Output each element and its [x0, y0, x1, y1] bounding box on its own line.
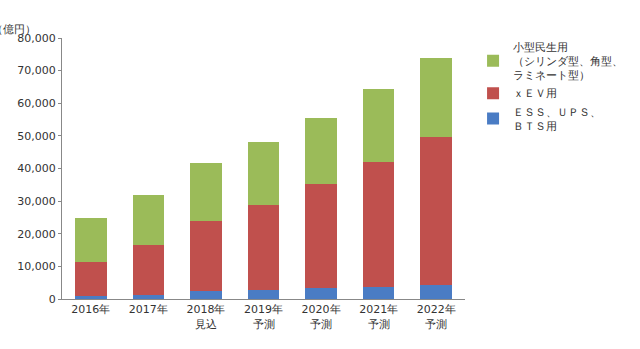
svg-text:50,000: 50,000	[17, 130, 56, 143]
svg-text:30,000: 30,000	[17, 195, 56, 208]
svg-text:小型民生用（シリンダ型、角型、ラミネート型）: 小型民生用（シリンダ型、角型、ラミネート型）	[513, 41, 623, 83]
svg-text:0: 0	[49, 293, 56, 306]
svg-text:2019年予測: 2019年予測	[244, 303, 283, 330]
svg-text:60,000: 60,000	[17, 97, 56, 110]
svg-text:2021年予測: 2021年予測	[359, 303, 398, 330]
svg-text:70,000: 70,000	[17, 64, 56, 77]
svg-text:80,000: 80,000	[17, 32, 56, 45]
svg-text:10,000: 10,000	[17, 260, 56, 273]
svg-text:20,000: 20,000	[17, 228, 56, 241]
svg-text:2016年: 2016年	[71, 303, 110, 316]
svg-text:40,000: 40,000	[17, 162, 56, 175]
svg-text:2018年見込: 2018年見込	[186, 303, 225, 330]
svg-text:ｘＥＶ用: ｘＥＶ用	[513, 87, 557, 100]
svg-text:（億円）: （億円）	[0, 23, 36, 36]
svg-text:2022年予測: 2022年予測	[417, 303, 456, 330]
svg-text:2020年予測: 2020年予測	[302, 303, 341, 330]
svg-text:2017年: 2017年	[129, 303, 168, 316]
svg-text:ＥＳＳ、ＵＰＳ、ＢＴＳ用: ＥＳＳ、ＵＰＳ、ＢＴＳ用	[513, 106, 601, 133]
